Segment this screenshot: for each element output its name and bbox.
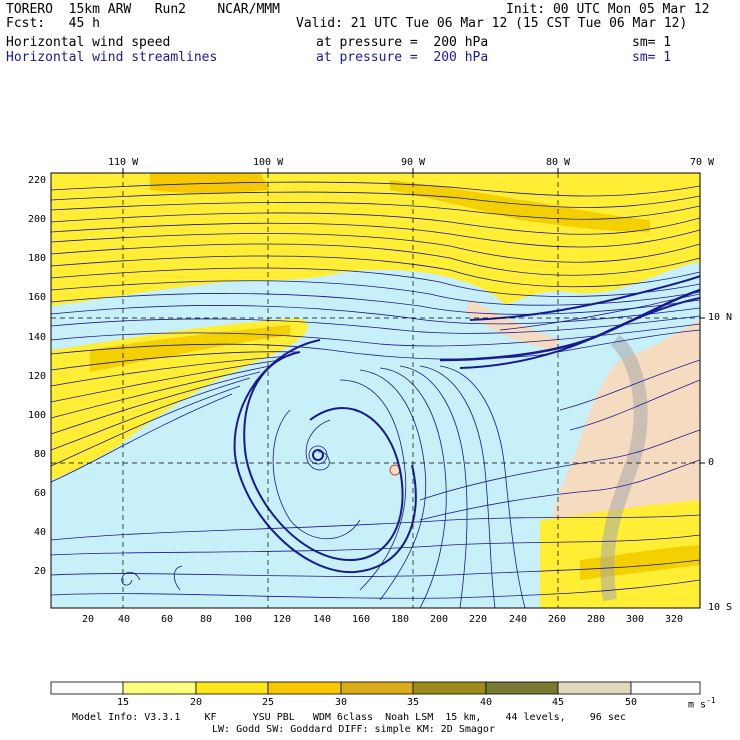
colorbar-segment-1 [122, 681, 197, 695]
colorbar-unit-text: m s [688, 699, 707, 711]
jet-band-south [540, 500, 700, 608]
colorbar-unit-exponent: -1 [706, 696, 716, 705]
x-tick-180: 180 [391, 614, 410, 625]
colorbar-label-45: 45 [552, 697, 565, 708]
map-frame [50, 172, 701, 609]
lat-label-10s: 10 S [708, 602, 733, 613]
colorbar-segment-8 [630, 681, 701, 695]
x-tick-120: 120 [273, 614, 292, 625]
y-tick-160: 160 [27, 292, 46, 303]
y-tick-20: 20 [33, 566, 46, 577]
colorbar-segment-6 [485, 681, 559, 695]
lon-label-80w: 80 W [546, 157, 571, 168]
lon-label-110w: 110 W [108, 157, 139, 168]
colorbar-segment-5 [412, 681, 487, 695]
colorbar-label-50: 50 [625, 697, 638, 708]
x-tick-280: 280 [587, 614, 606, 625]
x-tick-240: 240 [509, 614, 528, 625]
streamlines [51, 181, 700, 608]
init-time: Init: 00 UTC Mon 05 Mar 12 [506, 2, 710, 17]
y-tick-220: 220 [27, 175, 46, 186]
model-info: Model Info: V3.3.1 KF YSU PBL WDM 6class… [72, 712, 626, 723]
lat-lon-grid [51, 173, 700, 608]
lon-label-100w: 100 W [253, 157, 284, 168]
lon-label-90w: 90 W [401, 157, 426, 168]
colorbar-label-20: 20 [190, 697, 203, 708]
x-tick-140: 140 [313, 614, 332, 625]
field2-name: Horizontal wind streamlines [6, 50, 218, 65]
y-tick-60: 60 [33, 488, 46, 499]
y-tick-40: 40 [33, 527, 46, 538]
colorbar-segment-2 [195, 681, 269, 695]
field1-smoothing: sm= 1 [632, 35, 672, 50]
x-tick-320: 320 [665, 614, 684, 625]
physics-info: LW: Godd SW: Goddard DIFF: simple KM: 2D… [212, 724, 495, 735]
x-tick-40: 40 [118, 614, 131, 625]
x-tick-160: 160 [352, 614, 371, 625]
colorbar-unit: m s-1 [688, 696, 716, 710]
field1-level: at pressure = 200 hPa [316, 35, 489, 50]
colorbar-segment-4 [340, 681, 414, 695]
y-tick-180: 180 [27, 253, 46, 264]
x-tick-220: 220 [469, 614, 488, 625]
forecast-hour: Fcst: 45 h [6, 16, 100, 31]
jet-core-north [150, 173, 270, 194]
y-tick-140: 140 [27, 332, 46, 343]
y-tick-200: 200 [27, 214, 46, 225]
x-tick-20: 20 [82, 614, 95, 625]
x-tick-300: 300 [626, 614, 645, 625]
field2-level: at pressure = 200 hPa [316, 50, 489, 65]
x-tick-100: 100 [234, 614, 253, 625]
lat-label-10n: 10 N [708, 312, 733, 323]
x-tick-200: 200 [430, 614, 449, 625]
central-america-land [465, 300, 560, 350]
colorbar-label-25: 25 [262, 697, 275, 708]
y-tick-100: 100 [27, 410, 46, 421]
colorbar-label-35: 35 [407, 697, 420, 708]
lat-label-0: 0 [708, 457, 715, 468]
y-tick-120: 120 [27, 371, 46, 382]
colorbar-segment-7 [557, 681, 632, 695]
colorbar-label-15: 15 [117, 697, 130, 708]
colorbar-label-30: 30 [335, 697, 348, 708]
x-tick-80: 80 [200, 614, 213, 625]
colorbar-label-40: 40 [480, 697, 493, 708]
field2-smoothing: sm= 1 [632, 50, 672, 65]
field1-name: Horizontal wind speed [6, 35, 171, 50]
colorbar-segment-3 [267, 681, 342, 695]
x-tick-260: 260 [548, 614, 567, 625]
valid-time: Valid: 21 UTC Tue 06 Mar 12 (15 CST Tue … [296, 16, 688, 31]
x-tick-60: 60 [161, 614, 174, 625]
model-title: TORERO 15km ARW Run2 NCAR/MMM [6, 2, 280, 17]
lon-label-70w: 70 W [690, 157, 715, 168]
y-tick-80: 80 [33, 449, 46, 460]
colorbar-segment-0 [50, 681, 124, 695]
colorbar [50, 681, 701, 695]
